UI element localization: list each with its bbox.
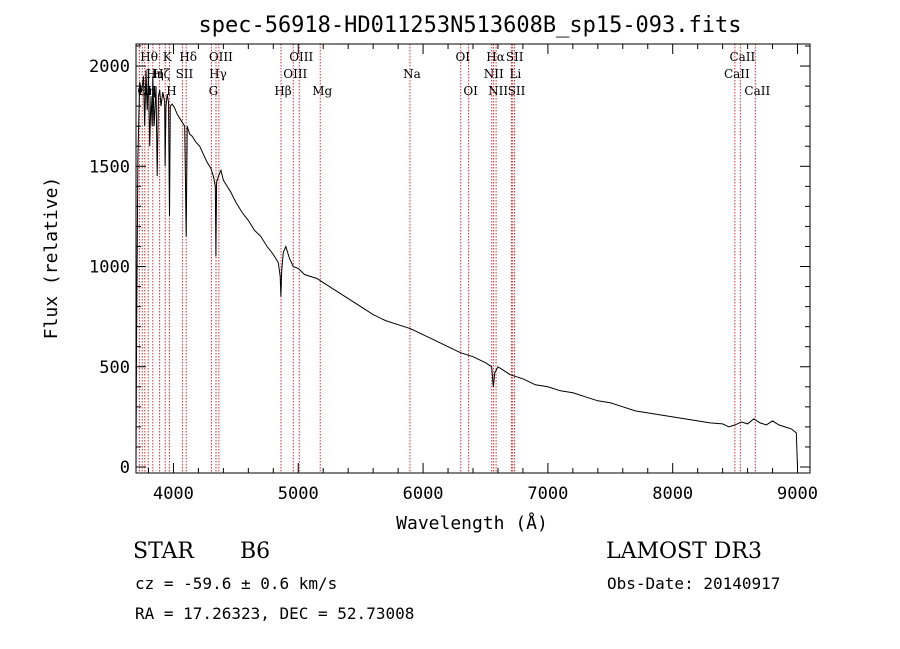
line-label-16: Mg [312,84,332,98]
line-label-22: NII [488,84,508,98]
obs-date-text: Obs-Date: 20140917 [607,574,781,593]
line-label-15: OIII [289,50,313,64]
x-tick-label-8000: 8000 [652,484,693,504]
chart-title: spec-56918-HD011253N513608B_sp15-093.fit… [198,13,741,38]
y-tick-label-2000: 2000 [89,57,130,77]
x-axis: 4000 5000 6000 7000 8000 9000 [147,44,818,504]
x-tick-label-6000: 6000 [403,484,444,504]
y-tick-label-0: 0 [120,458,130,478]
line-label-11: Hγ [209,67,227,81]
line-label-24: SII [506,50,524,64]
line-label-13: Hβ [274,84,291,98]
line-label-27: CaII [729,50,755,64]
line-label-17: Na [403,67,421,81]
line-label-3: Hι [146,67,161,81]
y-tick-label-500: 500 [99,358,130,378]
coordinates-text: RA = 17.26323, DEC = 52.73008 [135,604,415,623]
line-label-20: NII [484,67,504,81]
spectral-line-markers [138,44,756,473]
plot-frame [135,43,811,474]
line-label-9: Hδ [179,50,197,64]
x-axis-label: Wavelength (Å) [396,512,548,534]
y-tick-label-1000: 1000 [89,258,130,278]
line-label-28: CaII [744,84,770,98]
survey-label: LAMOST DR3 [606,539,762,564]
line-label-18: OI [455,50,470,64]
line-label-7: H [166,84,176,98]
y-axis: 0 500 1000 1500 2000 [89,45,810,478]
x-tick-label-7000: 7000 [527,484,568,504]
line-label-1: Hθ [140,50,158,64]
line-label-4: Hη [146,67,164,81]
x-tick-label-4000: 4000 [153,484,194,504]
y-tick-label-1500: 1500 [89,157,130,177]
line-label-23: Li [509,67,521,81]
subclass-label: B6 [240,539,271,564]
line-label-19: OI [463,84,478,98]
line-label-10: G [209,84,219,98]
line-label-25: SII [508,84,526,98]
line-label-8: SII [176,67,194,81]
redshift-text: cz = -59.6 ± 0.6 km/s [135,574,338,593]
line-label-26: CaII [724,67,750,81]
line-label-5: Hζ [153,67,170,81]
spectrum-line [135,70,798,468]
line-label-12: OIII [209,50,233,64]
line-label-6: K [163,50,173,64]
x-tick-label-5000: 5000 [278,484,319,504]
class-label: STAR [133,539,194,564]
line-label-21: Hα [486,50,505,64]
spectral-line-labels: OIIHθHηHιHηHζKHSIIHδGHγOIIIHβOIIIOIIIMgN… [137,50,770,98]
line-label-14: OIII [283,67,307,81]
x-tick-label-9000: 9000 [777,484,818,504]
y-axis-label: Flux (relative) [41,177,62,340]
